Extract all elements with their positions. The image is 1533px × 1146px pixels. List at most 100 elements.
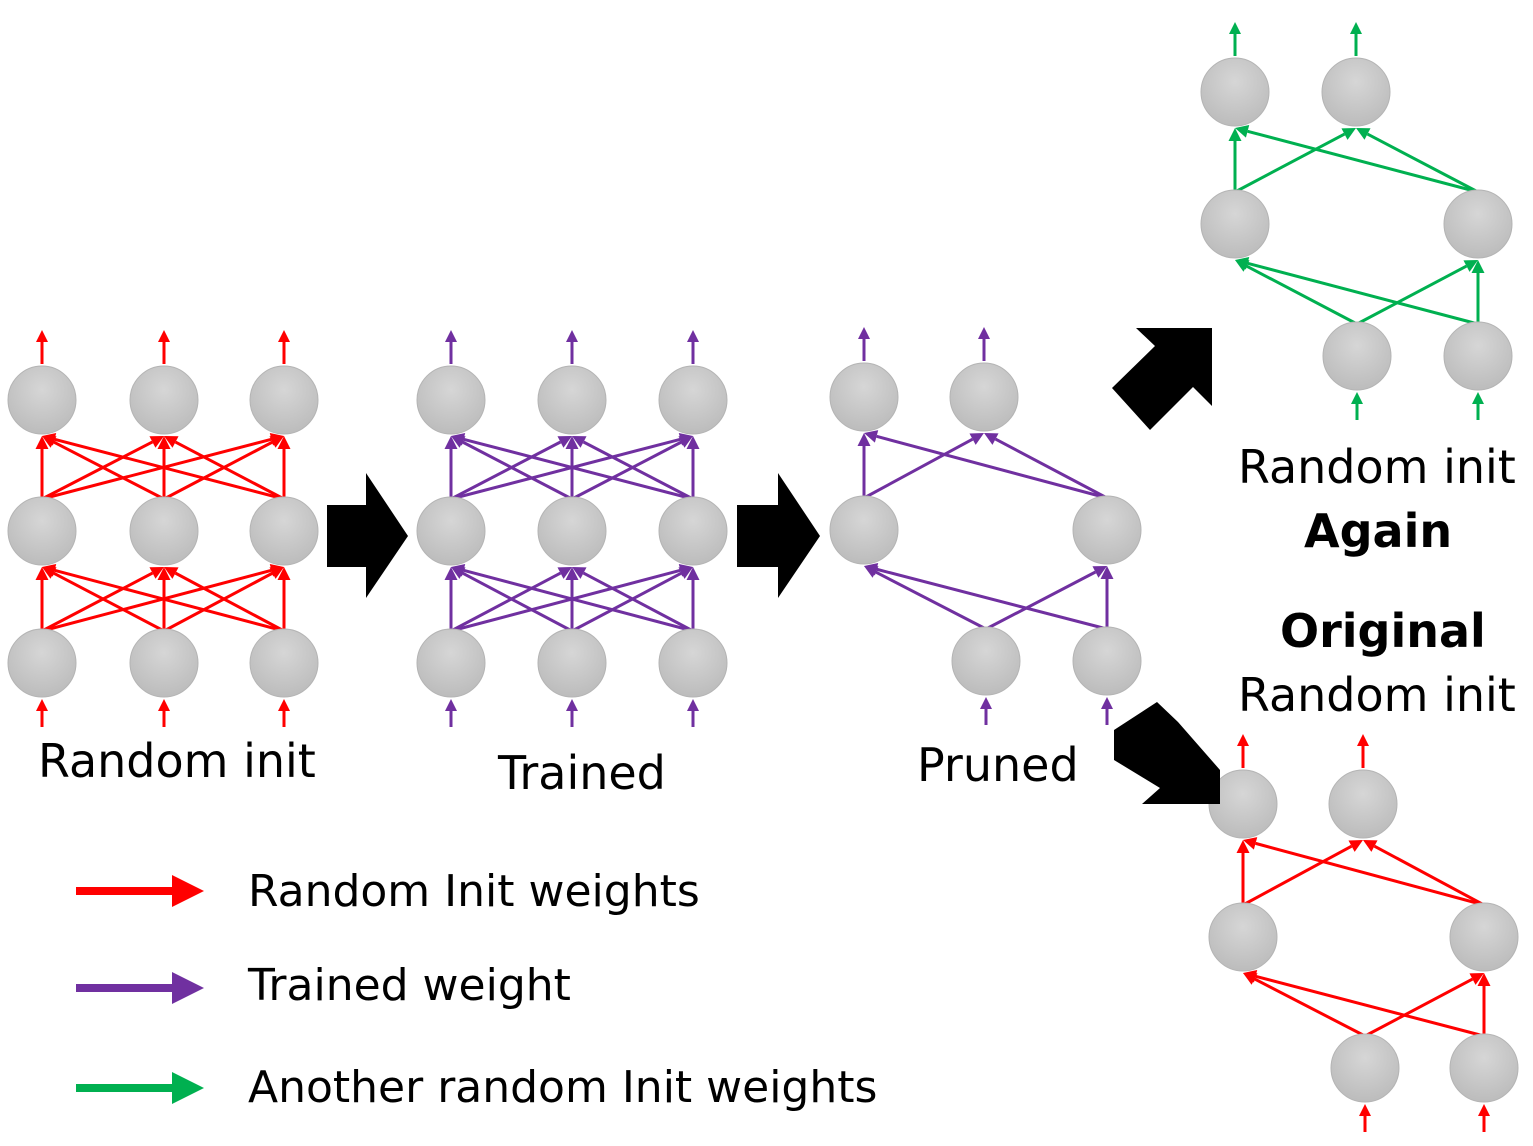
neuron-node xyxy=(949,362,1019,432)
input-edge xyxy=(158,699,170,727)
output-edge xyxy=(445,330,457,364)
weight-edge xyxy=(35,567,49,631)
weight-edge xyxy=(863,433,984,500)
weight-edge xyxy=(41,436,164,501)
weight-edge xyxy=(163,436,284,501)
big-arrow-down-right xyxy=(1114,702,1220,804)
weight-edge xyxy=(42,564,285,633)
neuron-node xyxy=(1443,321,1513,391)
weight-edge xyxy=(450,436,572,501)
weight-edge xyxy=(864,562,1108,631)
neuron-node xyxy=(537,496,607,566)
neuron-node xyxy=(129,628,199,698)
label-original-2: Random init xyxy=(1238,668,1516,722)
weight-edge xyxy=(686,436,700,499)
weight-edge xyxy=(1243,973,1366,1038)
output-edge xyxy=(566,330,578,364)
output-edge xyxy=(1237,734,1249,768)
output-edge xyxy=(36,330,48,364)
neuron-node xyxy=(1443,189,1513,259)
weight-edge xyxy=(444,436,458,499)
weight-edge xyxy=(157,567,171,631)
neuron-node xyxy=(537,365,607,435)
label-pruned: Pruned xyxy=(917,738,1079,792)
weight-edge xyxy=(1243,969,1485,1038)
weight-edge xyxy=(163,567,284,633)
neuron-node xyxy=(951,626,1021,696)
input-edge xyxy=(445,699,457,727)
weight-edge xyxy=(157,436,171,499)
weight-edge xyxy=(1364,973,1484,1038)
legend-label-another-random-init-weights: Another random Init weights xyxy=(248,1062,878,1113)
legend-label-random-init-weights: Random Init weights xyxy=(248,866,700,917)
weight-edge xyxy=(35,436,49,499)
weight-edge xyxy=(864,430,1108,500)
legend-arrow-1 xyxy=(76,972,204,1004)
neuron-node xyxy=(7,365,77,435)
output-edge xyxy=(158,330,170,364)
legend-arrow-2 xyxy=(76,1072,204,1104)
weight-edge xyxy=(451,432,694,501)
weight-edge xyxy=(1242,840,1363,907)
input-edge xyxy=(1351,392,1363,420)
neuron-node xyxy=(829,495,899,565)
neuron-node xyxy=(249,628,319,698)
neuron-node xyxy=(1449,1033,1519,1103)
output-edge xyxy=(1350,22,1362,56)
weight-edge xyxy=(984,433,1108,500)
label-original-1: Original xyxy=(1280,604,1486,658)
weight-edge xyxy=(571,436,693,501)
weight-edge xyxy=(572,567,694,633)
neuron-node xyxy=(249,496,319,566)
input-edge xyxy=(1359,1104,1371,1132)
input-edge xyxy=(1478,1104,1490,1132)
output-edge xyxy=(858,327,870,361)
neuron-node xyxy=(416,365,486,435)
weight-edge xyxy=(1236,840,1250,905)
label-random-init: Random init xyxy=(38,734,316,788)
big-arrow-up-right xyxy=(1112,328,1212,430)
weight-edge xyxy=(444,567,458,631)
neuron-node xyxy=(129,496,199,566)
weight-edge xyxy=(1471,260,1485,324)
neuron-node xyxy=(1330,1033,1400,1103)
weight-edge xyxy=(164,436,285,501)
neuron-node xyxy=(829,362,899,432)
big-arrow-right-2 xyxy=(737,473,820,598)
weight-edge xyxy=(1356,128,1479,194)
input-edge xyxy=(1472,392,1484,420)
neuron-node xyxy=(1200,189,1270,259)
input-edge xyxy=(278,699,290,727)
neuron-node xyxy=(1321,57,1391,127)
input-edge xyxy=(36,699,48,727)
weight-edge xyxy=(1235,257,1479,326)
big-arrow-right-1 xyxy=(327,473,408,598)
label-trained: Trained xyxy=(498,746,666,800)
label-random-init-again-2: Again xyxy=(1304,504,1453,558)
output-edge xyxy=(278,330,290,364)
neuron-node xyxy=(537,628,607,698)
weight-edge xyxy=(565,436,579,499)
neuron-node xyxy=(1328,769,1398,839)
neuron-node xyxy=(7,496,77,566)
input-edge xyxy=(687,699,699,727)
neuron-node xyxy=(658,365,728,435)
weight-edge xyxy=(1477,973,1491,1036)
input-edge xyxy=(566,699,578,727)
neuron-node xyxy=(416,496,486,566)
weight-edge xyxy=(41,567,164,633)
weight-edge xyxy=(985,566,1107,631)
weight-edge xyxy=(1235,125,1479,194)
weight-edge xyxy=(857,433,871,498)
weight-edge xyxy=(1234,128,1356,194)
weight-edge xyxy=(565,567,579,631)
neuron-node xyxy=(1072,626,1142,696)
neuron-node xyxy=(249,365,319,435)
weight-edge xyxy=(1235,260,1358,326)
output-edge xyxy=(1357,734,1369,768)
weight-edge xyxy=(571,567,693,633)
weight-edge xyxy=(1228,128,1242,192)
output-edge xyxy=(1229,22,1241,56)
neuron-node xyxy=(1072,495,1142,565)
